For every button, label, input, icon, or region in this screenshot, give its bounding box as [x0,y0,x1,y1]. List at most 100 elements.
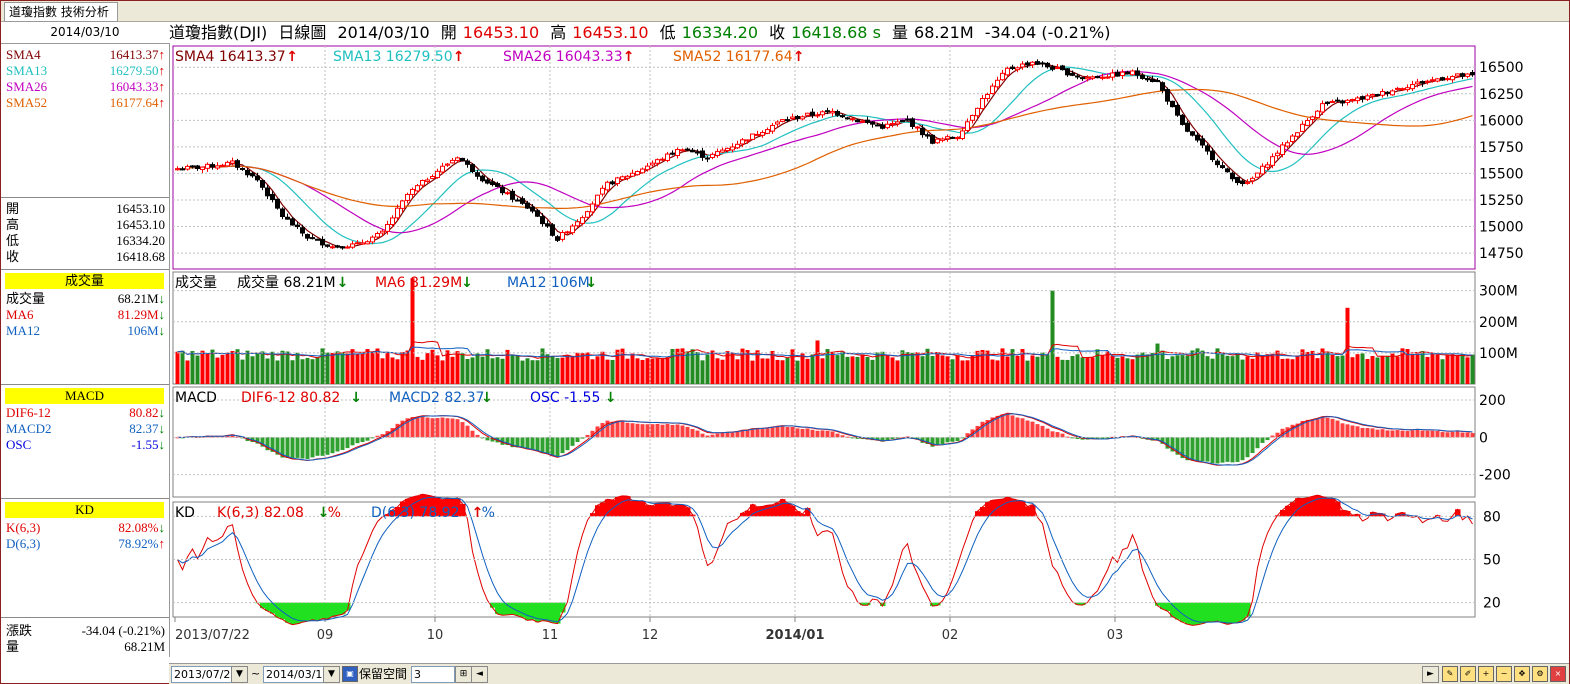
kd-oversold-fill [1165,602,1171,612]
vol-row: MA6 81.29M↓ [6,307,165,323]
candle-body [815,114,820,117]
candle-body [1285,142,1290,147]
move-icon[interactable]: ✥ [1514,666,1530,682]
kd-oversold-fill [345,602,351,611]
candle-body [1395,87,1400,90]
chart-tool-icon[interactable]: ✎ [1442,666,1458,682]
volume-bar [575,352,580,384]
volume-bar [780,360,785,384]
end-date-field[interactable]: 2014/03/10 [263,666,329,683]
divider [1,498,169,499]
candle-body [1220,165,1225,169]
candle-body [1405,87,1410,91]
tab-label: 道瓊指數 技術分析 [9,5,109,19]
volume-bar [340,352,345,384]
volume-bar [910,352,915,384]
macd-osc-bar [530,437,535,450]
kd-section-head: KD [5,502,164,518]
kd-oversold-fill [1195,602,1201,625]
macd-osc-bar [1420,430,1425,438]
zoom-out-icon[interactable]: − [1496,666,1512,682]
candle-body [845,117,850,120]
macd-osc-bar [1015,417,1020,438]
volume-bar [1415,353,1420,384]
macd-value: -1.55↓ [131,437,165,452]
arrow-down-icon: ↓ [350,390,362,406]
volume-bar [565,355,570,384]
close-icon[interactable]: × [1550,666,1566,682]
arrow-up-icon: ↑ [286,49,298,65]
volume-bar [1135,354,1140,384]
reserve-space-field[interactable]: 3 [411,666,455,683]
candle-body [1190,131,1195,136]
volume-bar [1410,354,1415,384]
volume-bar [1140,352,1145,384]
volume-bar [265,358,270,384]
candle-body [225,161,230,167]
arrow-down-icon: ↓ [605,390,617,406]
candle-body [445,163,450,166]
start-date-dropdown-icon[interactable]: ▼ [231,666,248,683]
kd-overbought-fill [665,502,671,517]
scroll-right-icon[interactable]: ► [1422,666,1439,683]
macd-osc-bar [1460,432,1465,438]
kd-oversold-fill [525,602,531,621]
scroll-left-icon[interactable]: ◄ [471,666,488,683]
macd-osc-bar [405,418,410,438]
sma-legend-text: SMA26 16043.33 [503,49,623,65]
kd-oversold-fill [535,602,541,623]
kd-overbought-fill [1280,509,1286,517]
candle-body [690,149,695,153]
candle-body [240,167,245,170]
start-date-field[interactable]: 2013/07/22 [171,666,237,683]
volume-bar [635,358,640,384]
settings-icon[interactable]: ⚙ [1532,666,1548,682]
volume-bar [1450,354,1455,384]
arrow-down-icon: ↓ [318,505,330,521]
open-value: 16453.10 [462,23,540,42]
tab-technical-analysis[interactable]: 道瓊指數 技術分析 [4,2,118,22]
macd-osc-bar [410,417,415,438]
volume-bar [1455,356,1460,384]
ohlc-label: 低 [6,233,20,248]
kd-oversold-fill [1180,602,1186,623]
candle-body [580,217,585,224]
kd-oversold-fill [550,602,556,623]
candle-body [245,169,250,176]
volume-bar [460,353,465,384]
volume-bar [605,359,610,384]
end-date-dropdown-icon[interactable]: ▼ [323,666,340,683]
kd-overbought-fill [1300,498,1306,517]
price-tick-label: 15500 [1479,166,1524,182]
macd-osc-bar [330,437,335,454]
candle-body [480,175,485,182]
volume-bar [915,352,920,384]
candle-body [475,172,480,177]
volume-bar [390,357,395,384]
volume-bar [455,351,460,384]
zoom-in-icon[interactable]: + [1478,666,1494,682]
apply-range-icon[interactable]: ▣ [342,666,358,682]
volume-bar [1060,359,1065,384]
candle-body [585,211,590,218]
macd-osc-bar [1160,437,1165,444]
volume-bar [1285,358,1290,384]
zoom-icon[interactable]: ⊞ [455,666,472,683]
kd-value: 82.08%↓ [118,520,165,535]
macd-osc-bar [275,437,280,455]
candle-body [525,202,530,209]
draw-tool-icon[interactable]: ✐ [1460,666,1476,682]
candle-body [285,216,290,220]
chart-area[interactable]: 2013/07/22 09 10 11 12 2014/01 02 03 16500 16250 1… [1,1,1570,663]
volume-bar [835,355,840,384]
volume-bar [1305,351,1310,384]
candle-body [1310,116,1315,120]
volume-bar [750,360,755,384]
kd-overbought-fill [440,499,446,517]
vol-value: 81.29M↓ [117,307,165,322]
macd-osc-bar [820,430,825,438]
candle-body [865,119,870,123]
volume-bar [1085,357,1090,384]
kd-overbought-fill [680,504,686,517]
volume-bar [395,359,400,384]
